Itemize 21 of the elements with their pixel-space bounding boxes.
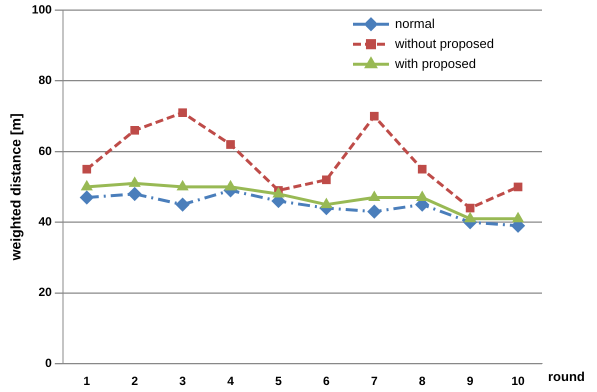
x-tick-label: 2 [131,374,138,388]
y-tick-label: 100 [32,2,52,17]
legend-label: without proposed [394,36,494,51]
x-tick-label: 10 [511,374,526,388]
x-tick-label: 5 [275,374,282,388]
x-tick-label: 8 [418,374,426,388]
legend-label: normal [394,16,435,31]
y-tick-label: 40 [38,214,52,229]
y-tick-label: 0 [45,356,52,370]
x-tick-label: 4 [227,374,234,388]
x-tick-label: 9 [466,374,474,388]
x-tick-label: 1 [83,374,90,388]
x-tick-label: 3 [179,374,186,388]
y-tick-label: 20 [38,285,52,300]
y-tick-label: 60 [38,144,52,158]
legend-label: with proposed [394,56,476,71]
y-axis-title: weighted distance [m] [7,113,24,262]
y-tick-label: 80 [38,73,52,88]
x-axis-title: round [548,369,585,384]
x-tick-label: 7 [370,374,378,388]
x-tick-label: 6 [323,374,330,388]
